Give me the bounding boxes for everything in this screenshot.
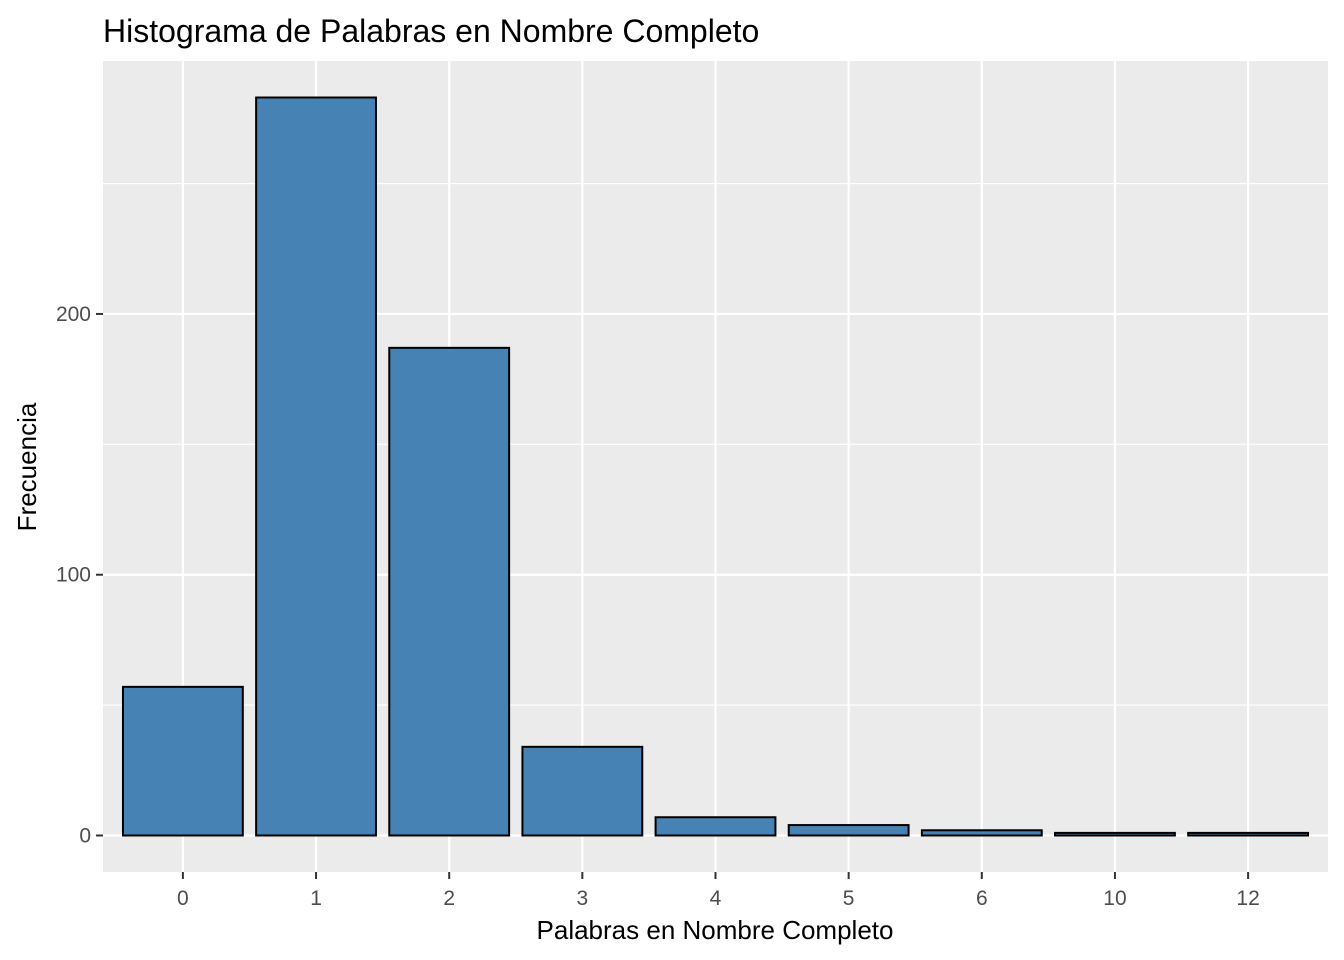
x-axis-title: Palabras en Nombre Completo: [537, 915, 894, 945]
x-tick-label: 1: [310, 887, 322, 910]
bar-10: [1054, 831, 1176, 837]
bar-5: [787, 824, 910, 837]
x-tick-label: 5: [843, 887, 855, 910]
x-tick-label: 6: [976, 887, 988, 910]
bars-group: [121, 96, 1310, 837]
y-axis: 0 100 200: [56, 303, 103, 847]
bar-2: [388, 346, 511, 837]
bar-6: [920, 829, 1043, 837]
bar-12: [1187, 831, 1310, 837]
x-tick-label: 2: [443, 887, 455, 910]
y-axis-title: Frecuencia: [12, 402, 42, 531]
bar-1: [255, 96, 377, 837]
x-tick-label: 3: [577, 887, 589, 910]
chart-title: Histograma de Palabras en Nombre Complet…: [103, 13, 759, 49]
x-axis: 0 1 2 3 4 5 6 10 12: [177, 872, 1260, 910]
x-tick-label: 4: [710, 887, 722, 910]
x-tick-label: 12: [1236, 887, 1259, 910]
y-tick-label: 0: [79, 824, 91, 847]
bar-3: [521, 745, 644, 837]
bar-0: [121, 685, 244, 837]
y-tick-label: 100: [56, 564, 91, 587]
x-tick-label: 0: [177, 887, 189, 910]
bar-4: [654, 816, 777, 837]
x-tick-label: 10: [1103, 887, 1126, 910]
y-tick-label: 200: [56, 303, 91, 326]
